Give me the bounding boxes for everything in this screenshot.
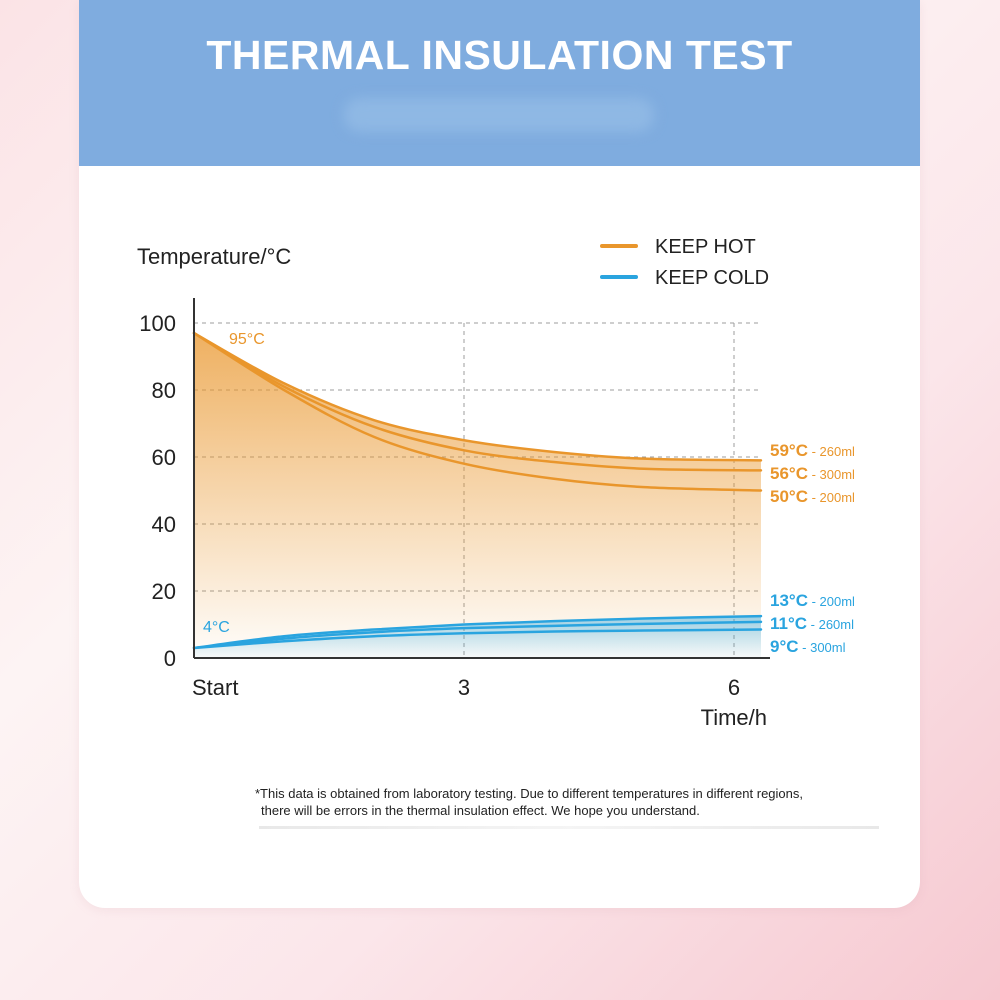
series-end-volume: - 300ml	[799, 640, 846, 655]
footnote-line-2: there will be errors in the thermal insu…	[261, 803, 700, 818]
y-tick-label: 80	[152, 378, 176, 403]
y-tick-label: 20	[152, 579, 176, 604]
y-tick-label: 0	[164, 646, 176, 671]
series-end-volume: - 260ml	[807, 617, 854, 632]
series-end-value: 9°C	[770, 637, 799, 656]
y-axis-title: Temperature/°C	[137, 244, 291, 269]
hot-start-label: 95°C	[229, 331, 265, 348]
x-tick-label: 6	[728, 675, 740, 700]
y-tick-label: 40	[152, 512, 176, 537]
legend-label: KEEP COLD	[655, 267, 769, 289]
cold-area-fill	[194, 616, 761, 658]
series-end-label: 9°C - 300ml	[770, 637, 846, 656]
series-end-label: 50°C - 200ml	[770, 487, 855, 506]
page-title: THERMAL INSULATION TEST	[206, 32, 793, 78]
blurred-subtitle	[344, 98, 654, 132]
header-banner: THERMAL INSULATION TEST	[79, 0, 920, 166]
series-end-volume: - 260ml	[808, 444, 855, 459]
series-line-hot	[192, 331, 763, 492]
series-line-cold	[192, 614, 763, 650]
x-axis-title: Time/h	[701, 705, 767, 730]
series-end-value: 59°C	[770, 441, 808, 460]
series-end-volume: - 300ml	[808, 467, 855, 482]
series-end-label: 13°C - 200ml	[770, 591, 855, 610]
series-end-label: 56°C - 300ml	[770, 464, 855, 483]
series-line-cold	[192, 628, 763, 650]
series-line-hot	[192, 331, 763, 462]
chart-labels: 0 20 40 60 80 100 Start 3 6 Temperature/°C Time/h K…	[137, 236, 855, 730]
series-end-label: 59°C - 260ml	[770, 441, 855, 460]
chart-card: THERMAL INSULATION TEST *This data is ob…	[79, 0, 920, 908]
footnote: *This data is obtained from laboratory t…	[255, 785, 915, 819]
series-end-volume: - 200ml	[808, 490, 855, 505]
series-lines	[192, 331, 763, 650]
footnote-line-1: *This data is obtained from laboratory t…	[255, 786, 803, 801]
series-end-value: 50°C	[770, 487, 808, 506]
series-end-value: 13°C	[770, 591, 808, 610]
y-tick-label: 60	[152, 445, 176, 470]
axes	[193, 298, 770, 659]
footnote-divider	[259, 826, 879, 829]
series-line-cold	[192, 620, 763, 650]
series-end-volume: - 200ml	[808, 594, 855, 609]
series-end-value: 11°C	[770, 614, 807, 633]
x-tick-label: 3	[458, 675, 470, 700]
legend-label: KEEP HOT	[655, 236, 756, 258]
series-end-value: 56°C	[770, 464, 808, 483]
series-line-hot	[192, 331, 763, 472]
hot-area-fill	[194, 333, 761, 658]
y-tick-label: 100	[139, 311, 176, 336]
area-fills	[194, 333, 761, 658]
cold-start-label: 4°C	[203, 619, 230, 636]
x-tick-label: Start	[192, 675, 238, 700]
series-end-label: 11°C - 260ml	[770, 614, 854, 633]
